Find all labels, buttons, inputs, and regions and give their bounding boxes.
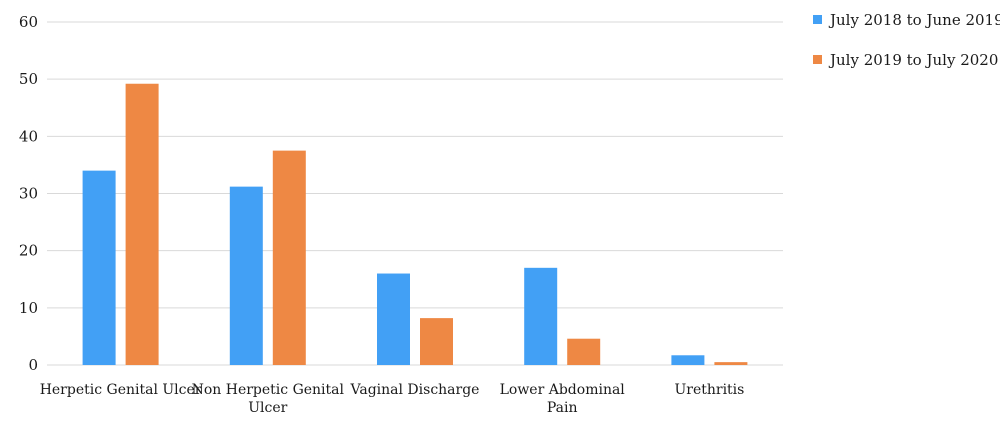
bar	[420, 318, 453, 365]
bar	[229, 186, 263, 365]
bar	[125, 83, 159, 366]
legend-swatch	[813, 15, 822, 24]
y-tick-label: 40	[19, 127, 38, 145]
y-axis-ticks: 0 10 20 30 40 50 60	[19, 13, 38, 374]
bars	[82, 83, 748, 366]
legend-label: July 2019 to July 2020	[828, 51, 998, 69]
y-tick-label: 60	[19, 13, 38, 31]
bar	[714, 362, 748, 365]
gridlines	[47, 21, 783, 366]
y-tick-label: 10	[19, 299, 38, 317]
legend: July 2018 to June 2019 July 2019 to July …	[813, 11, 1000, 69]
bar	[272, 150, 306, 365]
y-tick-label: 20	[19, 242, 38, 260]
y-tick-label: 50	[19, 70, 38, 88]
bar	[82, 170, 116, 365]
legend-label: July 2018 to June 2019	[828, 11, 1000, 29]
bar	[377, 273, 410, 365]
y-tick-label: 0	[28, 356, 38, 374]
x-tick-label: Herpetic Genital Ulcer	[40, 382, 202, 398]
y-tick-label: 30	[19, 185, 38, 203]
bar	[567, 338, 601, 365]
legend-swatch	[813, 55, 822, 64]
bar	[671, 355, 705, 365]
x-tick-label: Vaginal Discharge	[350, 382, 480, 398]
bar	[524, 267, 558, 365]
x-tick-label: Lower Abdominal Pain	[500, 382, 626, 416]
x-tick-label: Urethritis	[674, 382, 744, 398]
x-tick-label: Non Herpetic Genital Ulcer	[192, 382, 345, 416]
